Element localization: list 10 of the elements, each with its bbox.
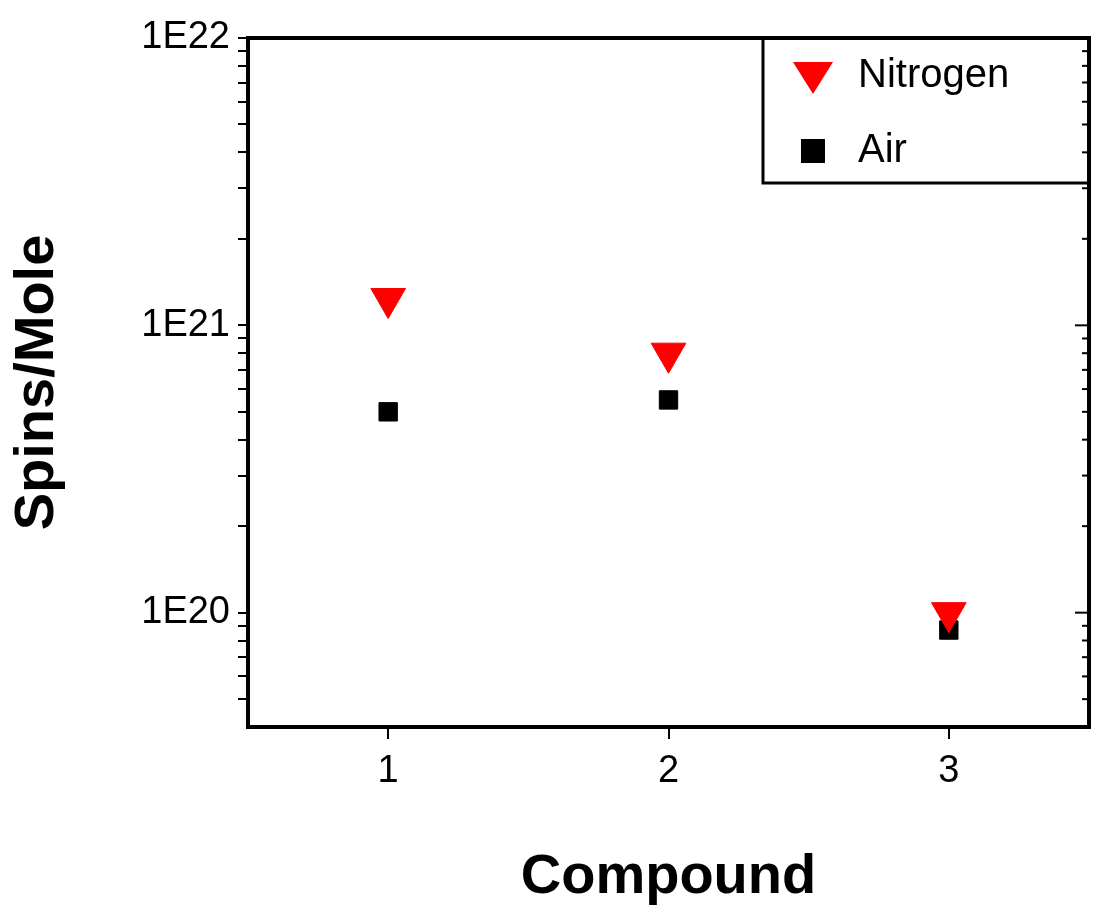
x-axis-title: Compound xyxy=(520,841,817,905)
x-tick-label: 2 xyxy=(657,748,680,791)
x-tick-label: 3 xyxy=(938,748,960,791)
y-tick-label: 1E20 xyxy=(141,589,230,632)
legend-label: Air xyxy=(858,126,907,171)
x-tick-label: 1 xyxy=(377,748,399,791)
y-tick-label: 1E22 xyxy=(141,14,230,57)
y-axis-title: Spins/Mole xyxy=(2,234,66,531)
y-tick-label: 1E21 xyxy=(141,301,230,344)
legend-label: Nitrogen xyxy=(858,51,1010,96)
